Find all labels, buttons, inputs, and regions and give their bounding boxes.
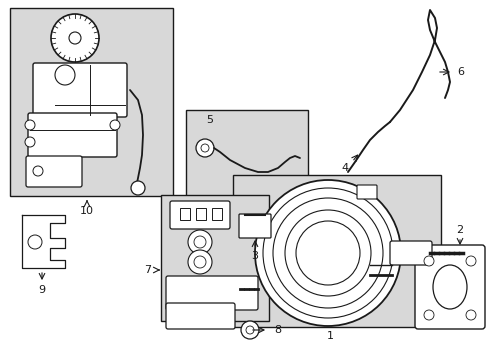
Bar <box>196 208 205 220</box>
FancyBboxPatch shape <box>26 156 82 187</box>
Text: 9: 9 <box>39 285 45 295</box>
Bar <box>185 110 307 200</box>
Text: 1: 1 <box>326 331 333 341</box>
Circle shape <box>241 321 259 339</box>
Circle shape <box>55 65 75 85</box>
Text: 3: 3 <box>251 251 258 261</box>
Circle shape <box>51 14 99 62</box>
Text: 5: 5 <box>206 115 213 125</box>
Circle shape <box>196 139 214 157</box>
Text: 8: 8 <box>274 325 281 335</box>
FancyBboxPatch shape <box>165 276 258 310</box>
Bar <box>10 8 173 196</box>
Polygon shape <box>22 215 65 268</box>
Bar <box>212 208 222 220</box>
Circle shape <box>25 137 35 147</box>
Circle shape <box>465 256 475 266</box>
FancyBboxPatch shape <box>389 241 431 265</box>
Circle shape <box>25 120 35 130</box>
Circle shape <box>201 144 208 152</box>
Text: 2: 2 <box>455 225 463 235</box>
FancyBboxPatch shape <box>356 185 376 199</box>
Circle shape <box>131 181 145 195</box>
Circle shape <box>423 310 433 320</box>
Circle shape <box>423 256 433 266</box>
Bar <box>232 175 440 327</box>
Circle shape <box>187 230 212 254</box>
FancyBboxPatch shape <box>165 303 235 329</box>
Text: 10: 10 <box>80 206 94 216</box>
Circle shape <box>187 250 212 274</box>
Circle shape <box>194 236 205 248</box>
Circle shape <box>33 166 43 176</box>
Circle shape <box>254 180 400 326</box>
FancyBboxPatch shape <box>170 201 229 229</box>
FancyBboxPatch shape <box>239 214 270 238</box>
Circle shape <box>110 120 120 130</box>
Text: 4: 4 <box>341 163 348 173</box>
Bar <box>180 208 190 220</box>
Circle shape <box>465 310 475 320</box>
FancyBboxPatch shape <box>28 113 117 157</box>
Circle shape <box>245 326 253 334</box>
Circle shape <box>194 256 205 268</box>
Text: 6: 6 <box>457 67 464 77</box>
FancyBboxPatch shape <box>414 245 484 329</box>
Circle shape <box>28 235 42 249</box>
Ellipse shape <box>432 265 466 309</box>
Bar <box>161 195 268 321</box>
Circle shape <box>69 32 81 44</box>
FancyBboxPatch shape <box>33 63 127 117</box>
Text: 7: 7 <box>144 265 151 275</box>
